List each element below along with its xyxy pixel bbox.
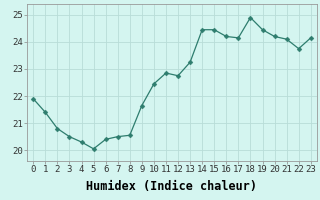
X-axis label: Humidex (Indice chaleur): Humidex (Indice chaleur)	[86, 180, 258, 193]
